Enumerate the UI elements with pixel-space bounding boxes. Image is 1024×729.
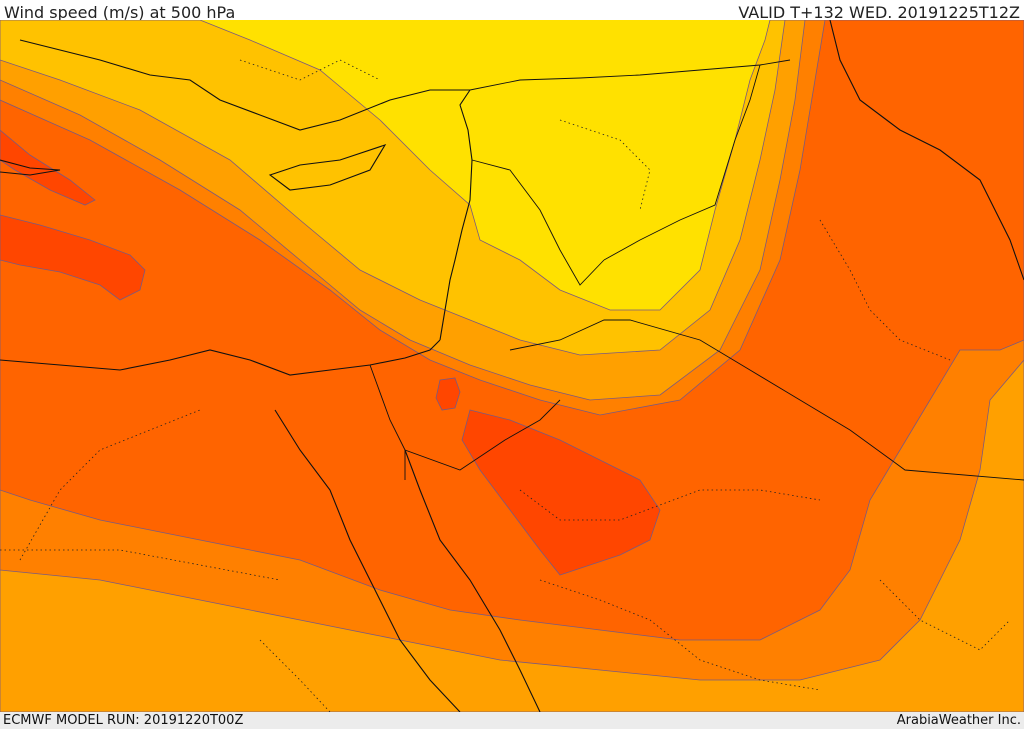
wind-speed-map — [0, 20, 1024, 712]
wind-core-small — [435, 377, 461, 411]
wind-core-west — [0, 214, 146, 301]
map-title: Wind speed (m/s) at 500 hPa — [4, 3, 236, 22]
wind-core-northwest — [0, 129, 96, 206]
model-run-label: ECMWF MODEL RUN: 20191220T00Z — [3, 713, 244, 728]
credit-label: ArabiaWeather Inc. — [896, 713, 1021, 728]
valid-time: VALID T+132 WED. 20191225T12Z — [738, 3, 1020, 22]
regional-boundaries — [0, 59, 1011, 712]
wind-core-arabia — [461, 409, 661, 576]
header-bar: Wind speed (m/s) at 500 hPa VALID T+132 … — [0, 0, 1024, 22]
coastlines — [0, 20, 1024, 712]
footer-bar: ECMWF MODEL RUN: 20191220T00Z ArabiaWeat… — [0, 712, 1024, 729]
map-svg — [0, 20, 1024, 712]
national-borders — [369, 59, 1024, 481]
wind-band-5 — [0, 20, 1024, 641]
